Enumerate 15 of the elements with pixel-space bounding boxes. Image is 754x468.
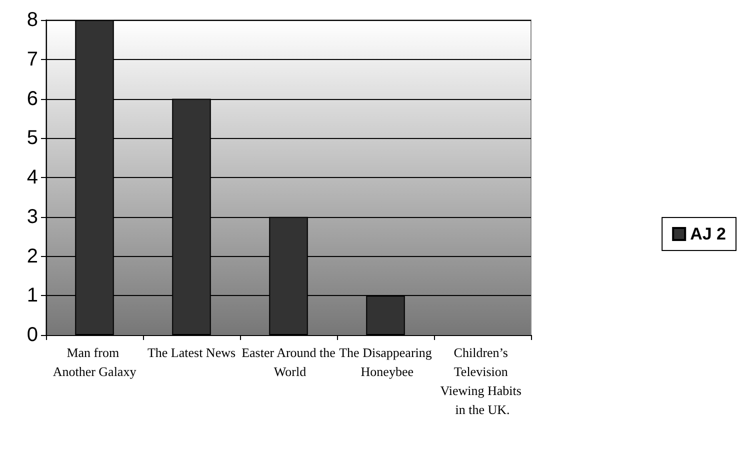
y-tick-label: 4: [26, 166, 38, 188]
legend-label: AJ 2: [690, 224, 726, 244]
x-tick-label: Man from Another Galaxy: [52, 345, 137, 379]
x-tick-label: Easter Around the World: [242, 345, 336, 379]
x-tick-label: The Disappearing Honeybee: [339, 345, 432, 379]
y-tick-label: 7: [26, 48, 38, 70]
x-tick-label: Children’s Television Viewing Habits in the UK.: [440, 345, 525, 417]
y-tick-label: 1: [26, 284, 38, 307]
y-tick-label: 6: [26, 88, 38, 110]
y-tick-label: 0: [26, 324, 38, 346]
y-tick-label: 2: [26, 245, 38, 268]
x-tick-label: The Latest News: [147, 345, 236, 360]
y-tick-label: 5: [26, 127, 38, 150]
y-tick-label: 8: [26, 9, 38, 31]
y-tick-label: 3: [26, 206, 38, 228]
